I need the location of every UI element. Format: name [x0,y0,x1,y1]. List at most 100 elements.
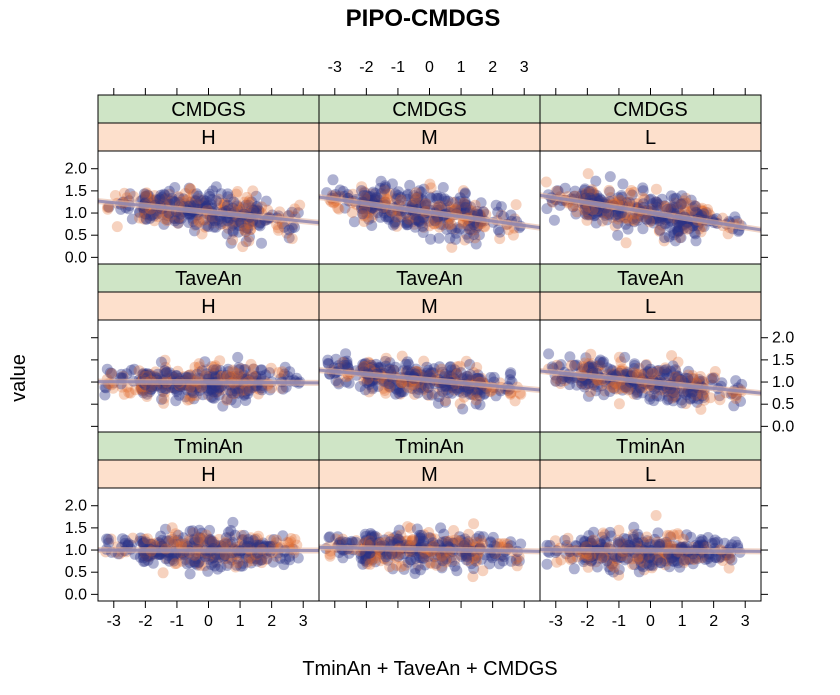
data-point [419,380,431,392]
data-point [366,361,378,373]
data-point [423,532,435,544]
data-point [702,553,714,565]
data-point [440,535,452,547]
panel-points [540,510,761,581]
data-point [597,357,608,369]
data-point [653,214,665,226]
data-point [434,361,446,373]
data-point [219,553,230,564]
data-point [697,539,709,551]
data-point [650,510,662,521]
data-point [421,381,433,393]
data-point [236,220,248,232]
data-point [613,564,625,575]
data-point [685,531,697,543]
data-point [379,184,391,196]
data-point [166,532,178,544]
data-point [413,533,425,545]
data-point [164,367,176,379]
data-point [191,188,203,200]
data-point [222,363,234,375]
data-point [245,557,257,569]
data-point [166,192,178,204]
data-point [260,195,272,207]
data-point [242,551,254,563]
data-point [148,210,160,222]
data-point [389,218,401,230]
data-point [279,368,290,380]
data-point [652,554,663,566]
data-point [391,384,403,395]
data-point [581,214,593,226]
data-point [619,351,631,363]
data-point [409,568,421,579]
data-point [193,216,205,228]
data-point [612,213,624,225]
data-point [191,368,203,380]
data-point [658,200,669,212]
data-point [334,184,346,196]
data-point [366,530,377,542]
data-point [606,559,618,571]
data-point [368,531,380,543]
data-point [659,218,671,230]
data-point [385,533,397,545]
data-point [169,558,181,570]
data-point [436,550,448,562]
data-point [390,382,402,394]
data-point [458,185,469,197]
data-point [435,522,447,534]
data-point [454,195,466,207]
data-point [222,222,234,234]
data-point [144,209,155,221]
data-point [186,385,198,397]
data-point [242,534,254,546]
data-point [213,533,225,545]
x-tick-label: 2 [267,613,276,630]
data-point [513,555,525,567]
data-point [143,193,155,205]
data-point [264,384,276,396]
data-point [160,383,172,395]
data-point [171,384,183,396]
data-point [366,383,378,395]
data-point [505,536,517,548]
data-point [630,538,642,550]
fit-line [98,199,319,225]
data-point [581,209,593,221]
data-point [411,523,423,535]
data-point [229,216,241,228]
data-point [117,533,128,545]
data-point [173,191,185,203]
data-point [369,187,381,199]
data-point [180,554,192,565]
data-point [681,197,693,209]
data-point [472,220,484,232]
data-point [136,383,148,395]
data-point [694,371,706,382]
data-point [586,555,597,567]
x-tick-label: -1 [612,613,626,630]
data-point [177,193,189,205]
data-point [617,178,629,190]
data-point [681,529,693,541]
data-point [414,529,426,541]
data-point [668,556,680,567]
data-point [658,365,670,376]
data-point [137,368,149,380]
data-point [401,366,413,378]
data-point [677,219,689,231]
data-point [359,555,371,567]
data-point [618,211,630,223]
data-point [187,212,198,224]
data-point [416,552,428,564]
data-point [613,569,625,581]
data-point [569,185,581,197]
data-point [435,192,447,204]
data-point [605,530,617,542]
x-axis-label: TminAn + TaveAn + CMDGS [302,658,557,680]
data-point [586,379,598,390]
data-point [587,361,599,373]
data-point [187,525,199,537]
data-point [194,385,206,396]
